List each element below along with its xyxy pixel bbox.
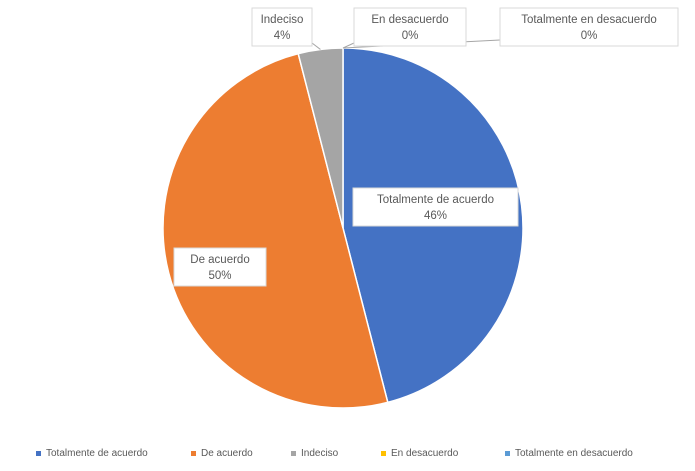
legend-label: De acuerdo	[201, 448, 253, 459]
legend-label: En desacuerdo	[391, 448, 458, 459]
data-label-value: 0%	[402, 30, 419, 42]
legend-label: Totalmente en desacuerdo	[515, 448, 633, 459]
data-label: Totalmente en desacuerdo 0%	[500, 8, 678, 46]
legend-item: Totalmente en desacuerdo	[505, 448, 633, 459]
pie-slices	[163, 48, 523, 408]
data-label-value: 0%	[581, 30, 598, 42]
legend: Totalmente de acuerdo De acuerdo Indecis…	[0, 448, 695, 468]
data-label-category: Indeciso	[261, 14, 304, 26]
data-label: De acuerdo 50%	[174, 248, 266, 286]
legend-swatch	[505, 451, 510, 456]
data-label-category: Totalmente de acuerdo	[377, 194, 494, 206]
legend-item: En desacuerdo	[381, 448, 458, 459]
legend-label: Indeciso	[301, 448, 338, 459]
data-label: Totalmente de acuerdo 46%	[353, 188, 518, 226]
leader-line	[312, 43, 320, 49]
data-label: En desacuerdo 0%	[354, 8, 466, 46]
data-label-category: En desacuerdo	[371, 14, 448, 26]
data-label-value: 4%	[274, 30, 291, 42]
legend-swatch	[381, 451, 386, 456]
data-label-category: Totalmente en desacuerdo	[521, 14, 657, 26]
data-label-value: 46%	[424, 210, 447, 222]
data-label: Indeciso 4%	[252, 8, 312, 46]
legend-swatch	[36, 451, 41, 456]
data-label-value: 50%	[208, 270, 231, 282]
legend-item: Indeciso	[291, 448, 338, 459]
legend-swatch	[291, 451, 296, 456]
legend-label: Totalmente de acuerdo	[46, 448, 148, 459]
legend-item: De acuerdo	[191, 448, 253, 459]
data-label-category: De acuerdo	[190, 254, 249, 266]
legend-item: Totalmente de acuerdo	[36, 448, 148, 459]
legend-swatch	[191, 451, 196, 456]
